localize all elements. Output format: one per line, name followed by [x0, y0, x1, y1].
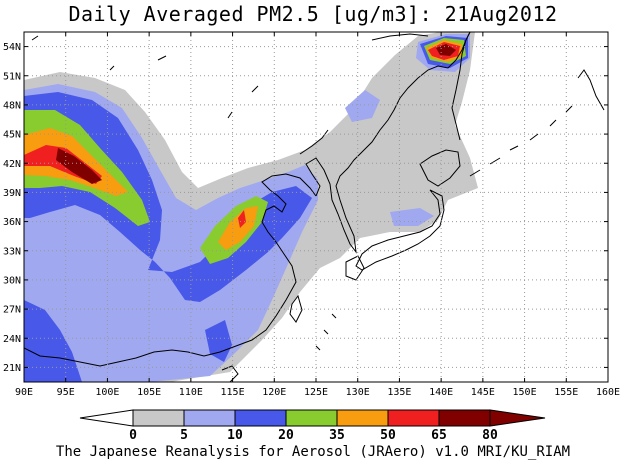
lat-tick-label: 51N — [3, 71, 21, 82]
colorbar-label: 80 — [482, 428, 498, 443]
colorbar-swatch — [387, 409, 440, 427]
grid-lines — [24, 32, 608, 382]
colorbar-swatch — [183, 409, 236, 427]
coastline-taiwan — [289, 294, 303, 323]
lat-tick-label: 36N — [3, 217, 21, 228]
contour-50-65-b — [218, 206, 258, 250]
colorbar-swatch — [234, 409, 287, 427]
lon-tick-label: 130E — [346, 387, 370, 398]
axis-ticks: 90E 95E 100E 105E 110E 115E 120E 125E 130E 135E 14… — [3, 32, 620, 398]
lat-tick-label: 21N — [3, 363, 21, 374]
colorbar-label: 0 — [129, 428, 137, 443]
coastline-ryukyu — [315, 313, 337, 351]
coastline-honshu — [355, 189, 445, 271]
lon-tick-label: 125E — [304, 387, 328, 398]
coastline-okhotsk — [371, 33, 429, 41]
colorbar-swatch — [132, 409, 185, 427]
lon-tick-label: 115E — [221, 387, 245, 398]
colorbar-label: 10 — [227, 428, 243, 443]
contour-80-plus — [56, 148, 102, 184]
coastline-kurils — [469, 105, 573, 177]
lon-tick-label: 140E — [429, 387, 453, 398]
lon-tick-label: 95E — [57, 387, 75, 398]
colorbar-arrow-low — [79, 409, 134, 427]
lat-tick-label: 24N — [3, 334, 21, 345]
colorbar-label: 5 — [180, 428, 188, 443]
colorbar-label: 35 — [329, 428, 345, 443]
lon-tick-label: 145E — [471, 387, 495, 398]
contour-65-80-b — [238, 210, 246, 228]
lat-tick-label: 30N — [3, 275, 21, 286]
coastline-sakhalin — [451, 32, 471, 141]
lon-tick-label: 100E — [95, 387, 119, 398]
colorbar-swatch — [438, 409, 491, 427]
colorbar-label: 20 — [278, 428, 294, 443]
contour-20-35-sw — [24, 300, 82, 382]
coastline-hainan — [221, 365, 239, 382]
lon-tick-label: 105E — [137, 387, 161, 398]
lat-tick-label: 33N — [3, 246, 21, 257]
footer-credit: The Japanese Reanalysis for Aerosol (JRA… — [55, 444, 571, 460]
lon-tick-label: 150E — [513, 387, 537, 398]
lat-tick-label: 45N — [3, 130, 21, 141]
lat-tick-label: 48N — [3, 100, 21, 111]
lat-tick-label: 39N — [3, 188, 21, 199]
colorbar-arrow-high — [489, 409, 546, 427]
coastline-kyushu — [345, 255, 365, 281]
colorbar-label: 65 — [431, 428, 447, 443]
lat-tick-label: 27N — [3, 305, 21, 316]
coastline-kamchatka — [577, 69, 605, 111]
contour-20-35-s — [205, 320, 232, 362]
lon-tick-label: 160E — [596, 387, 620, 398]
lon-tick-label: 155E — [554, 387, 578, 398]
coastline-nw — [31, 35, 259, 119]
colorbar: 0 5 10 20 35 50 65 80 — [79, 409, 546, 443]
lat-tick-label: 42N — [3, 159, 21, 170]
colorbar-label: 50 — [380, 428, 396, 443]
lon-tick-label: 110E — [179, 387, 203, 398]
contour-10-20-sea — [345, 90, 380, 122]
page-title: Daily Averaged PM2.5 [ug/m3]: 21Aug2012 — [68, 2, 558, 26]
pm25-field — [24, 32, 478, 382]
colorbar-swatch — [336, 409, 389, 427]
lon-tick-label: 135E — [387, 387, 411, 398]
lat-tick-label: 54N — [3, 42, 21, 53]
lon-tick-label: 90E — [15, 387, 33, 398]
lon-tick-label: 120E — [262, 387, 286, 398]
colorbar-swatch — [285, 409, 338, 427]
coastline-hokkaido — [419, 149, 461, 187]
